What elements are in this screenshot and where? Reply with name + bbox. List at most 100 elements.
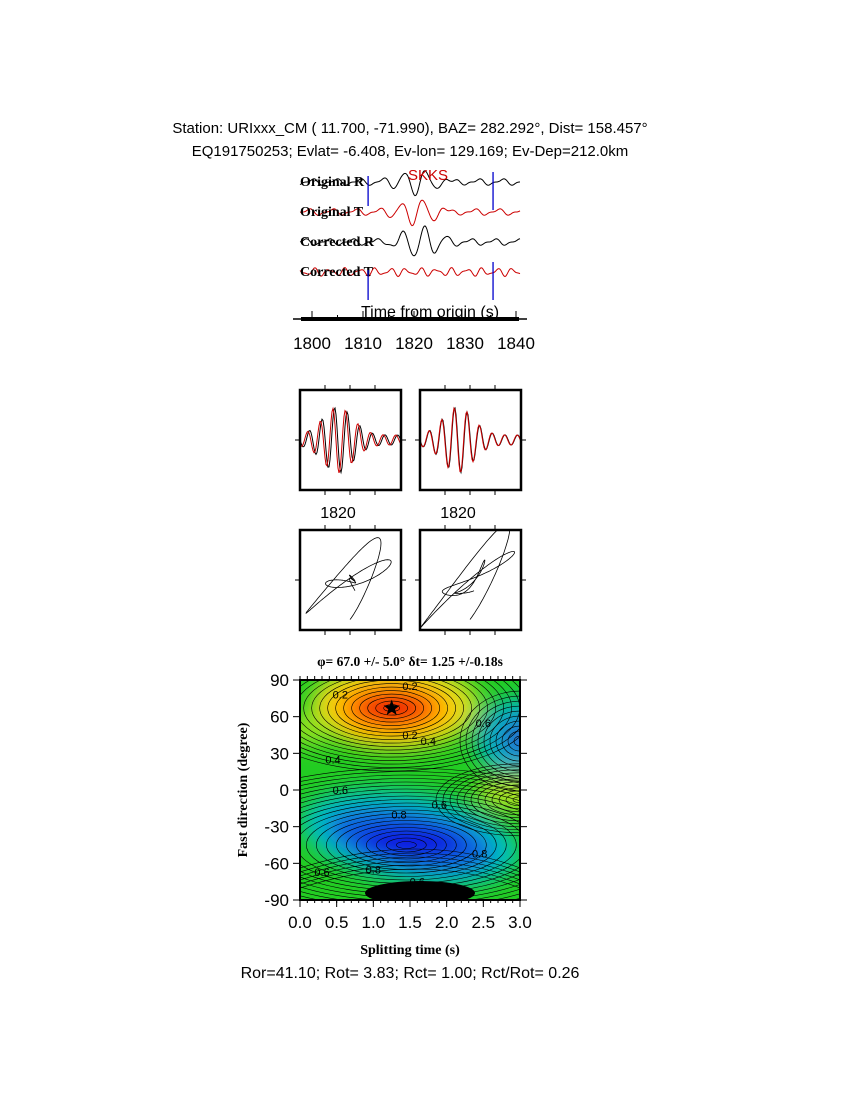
time-tick-label: 1820 xyxy=(395,334,433,353)
contour-line xyxy=(300,806,517,884)
contour-line xyxy=(316,813,497,877)
radial-trace xyxy=(420,406,521,475)
contour-line xyxy=(505,793,520,807)
trace-2 xyxy=(299,225,521,257)
trace-label-original-r: Original R xyxy=(300,175,365,190)
contour-line xyxy=(303,680,480,747)
x-tick-label: 1.0 xyxy=(362,913,386,932)
trace-1 xyxy=(299,199,521,227)
contour-line xyxy=(351,690,432,726)
y-tick-label: -60 xyxy=(264,854,289,873)
box-tick-label-right: 1820 xyxy=(440,505,476,522)
contour-line xyxy=(507,730,520,752)
contour-line xyxy=(300,864,520,885)
particle-motion-trace xyxy=(420,530,516,628)
contour-line xyxy=(326,816,487,874)
contour-line xyxy=(512,796,520,804)
contour-line xyxy=(513,735,520,747)
box-frame xyxy=(298,528,403,632)
contour-label: 0.6 xyxy=(314,867,329,879)
y-tick-label: 90 xyxy=(270,671,289,690)
contour-line xyxy=(465,695,520,787)
contour-field: 0.20.20.20.40.60.40.60.60.80.80.80.60.60… xyxy=(300,680,520,900)
contour-ylabel: Fast direction (degree) xyxy=(236,722,251,857)
y-tick-label: -90 xyxy=(264,891,289,910)
contour-line xyxy=(300,680,512,761)
contour-line xyxy=(396,841,417,849)
contour-line xyxy=(300,795,520,895)
contour-line xyxy=(300,781,520,900)
contour-label: 0.6 xyxy=(432,800,447,812)
contour-line xyxy=(459,690,520,792)
comparison-panels: 1820 1820 xyxy=(295,385,526,635)
contour-line xyxy=(367,697,416,719)
particle-motion-trace xyxy=(305,537,392,620)
particle-motion-box xyxy=(295,525,406,635)
contour-line xyxy=(463,775,520,825)
contour-line xyxy=(484,784,520,816)
contour-label: 0.4 xyxy=(421,736,436,748)
header-station-line: Station: URIxxx_CM ( 11.700, -71.990), B… xyxy=(172,120,648,137)
time-tick-label: 1810 xyxy=(344,334,382,353)
contour-line xyxy=(477,705,520,777)
contour-line xyxy=(300,736,520,772)
header-event-line: EQ191750253; Evlat= -6.408, Ev-lon= 129.… xyxy=(191,143,629,160)
tangential-trace xyxy=(420,406,521,473)
contour-line xyxy=(495,720,520,762)
contour-line xyxy=(376,834,437,856)
trace-label-corrected-r: Corrected R xyxy=(300,235,375,250)
phase-label: SKKS xyxy=(408,167,448,184)
contour-line xyxy=(359,693,424,723)
waveform-comparison-box xyxy=(295,385,406,495)
contour-label: 0.2 xyxy=(333,690,348,702)
x-tick-label: 2.5 xyxy=(472,913,496,932)
radial-trace xyxy=(300,406,401,475)
contour-line xyxy=(483,710,520,772)
contour-line xyxy=(471,700,520,782)
contour-line xyxy=(300,767,520,780)
contour-line xyxy=(300,868,520,889)
contour-line xyxy=(300,680,496,754)
y-tick-label: 30 xyxy=(270,744,289,763)
contour-label: 0.6 xyxy=(410,877,425,889)
contour-line xyxy=(300,771,520,784)
contour-line xyxy=(442,766,520,834)
contour-line xyxy=(300,774,520,788)
contour-line xyxy=(300,856,520,877)
contour-line xyxy=(435,763,520,837)
contour-line xyxy=(366,830,447,860)
y-tick-label: 60 xyxy=(270,708,289,727)
energy-contour-plot: φ= 67.0 +/- 5.0° δt= 1.25 +/-0.18s 0.2 0.… xyxy=(236,654,532,958)
contour-label: 0.2 xyxy=(402,681,417,693)
contour-label: 0.6 xyxy=(476,718,491,730)
x-tick-label: 3.0 xyxy=(508,913,532,932)
x-tick-label: 0.5 xyxy=(325,913,349,932)
waveform-comparison-box xyxy=(415,385,526,495)
particle-motion-box xyxy=(415,525,526,635)
time-tick-label: 1830 xyxy=(446,334,484,353)
contour-line xyxy=(300,785,520,900)
contour-line xyxy=(300,680,520,768)
contour-line xyxy=(300,852,520,873)
contour-line xyxy=(319,680,464,740)
tangential-trace xyxy=(300,406,401,474)
trace-label-original-t: Original T xyxy=(300,205,364,220)
contour-line xyxy=(491,787,520,813)
contour-xlabel: Splitting time (s) xyxy=(360,943,460,958)
best-fit-star-icon xyxy=(383,699,400,715)
x-tick-label: 2.0 xyxy=(435,913,459,932)
contour-line xyxy=(343,686,440,730)
y-tick-label: 0 xyxy=(280,781,289,800)
trace-label-corrected-t: Corrected T xyxy=(300,265,374,280)
contour-line xyxy=(470,778,520,822)
contour-line xyxy=(489,715,520,767)
contour-line xyxy=(386,837,427,853)
contour-line xyxy=(346,823,467,867)
contour-line xyxy=(477,781,520,819)
contour-line xyxy=(449,769,520,831)
contour-line xyxy=(300,788,520,900)
contour-line xyxy=(336,820,477,870)
contour-line xyxy=(300,802,520,888)
contour-label: 0.8 xyxy=(391,809,406,821)
